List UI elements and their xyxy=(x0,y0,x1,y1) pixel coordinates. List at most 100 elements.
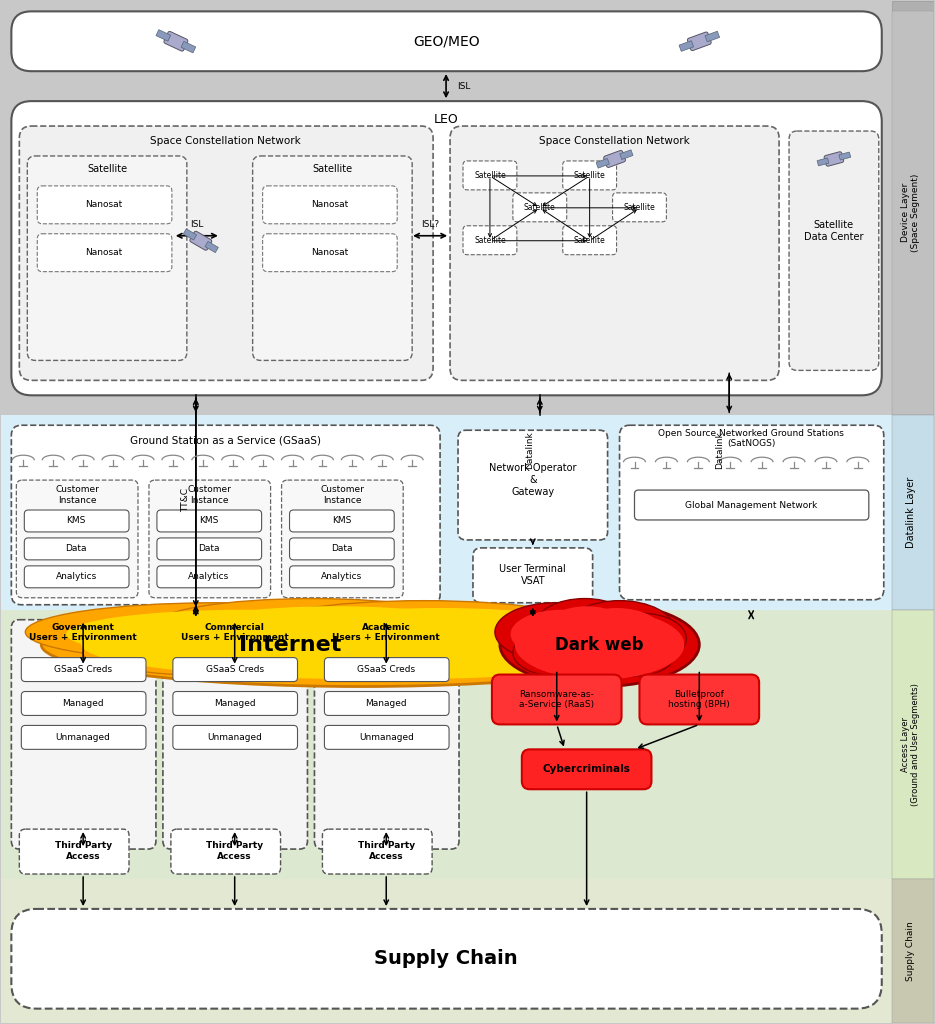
FancyBboxPatch shape xyxy=(16,480,138,598)
FancyBboxPatch shape xyxy=(281,480,403,598)
FancyBboxPatch shape xyxy=(252,156,412,360)
Text: Ransomware-as-
a-Service (RaaS): Ransomware-as- a-Service (RaaS) xyxy=(519,690,595,710)
FancyBboxPatch shape xyxy=(22,725,146,750)
Text: Managed: Managed xyxy=(366,699,407,708)
Text: Datalink: Datalink xyxy=(714,431,724,469)
FancyBboxPatch shape xyxy=(324,657,449,682)
Text: Government
Users + Environment: Government Users + Environment xyxy=(29,623,137,642)
FancyBboxPatch shape xyxy=(37,186,172,224)
Text: ISL: ISL xyxy=(190,220,204,229)
Text: Customer
Instance: Customer Instance xyxy=(55,485,99,505)
Text: Satellite: Satellite xyxy=(574,171,606,180)
FancyBboxPatch shape xyxy=(522,750,652,790)
Text: Commercial
Users + Environment: Commercial Users + Environment xyxy=(180,623,289,642)
Ellipse shape xyxy=(570,608,663,656)
FancyBboxPatch shape xyxy=(323,829,432,874)
Text: Managed: Managed xyxy=(63,699,104,708)
FancyBboxPatch shape xyxy=(463,225,517,255)
Text: Ground Station as a Service (GSaaS): Ground Station as a Service (GSaaS) xyxy=(130,435,322,445)
FancyBboxPatch shape xyxy=(20,126,433,380)
Bar xyxy=(892,416,934,609)
Text: KMS: KMS xyxy=(199,516,219,525)
Text: Satellite: Satellite xyxy=(624,204,655,212)
FancyBboxPatch shape xyxy=(620,150,633,160)
FancyBboxPatch shape xyxy=(563,161,616,189)
Text: Satellite: Satellite xyxy=(312,164,352,174)
Text: KMS: KMS xyxy=(332,516,351,525)
FancyBboxPatch shape xyxy=(450,126,779,380)
Ellipse shape xyxy=(186,606,485,651)
FancyBboxPatch shape xyxy=(473,548,593,603)
FancyBboxPatch shape xyxy=(324,691,449,716)
Ellipse shape xyxy=(495,603,614,662)
Ellipse shape xyxy=(515,609,684,680)
FancyBboxPatch shape xyxy=(173,691,297,716)
FancyBboxPatch shape xyxy=(183,229,196,240)
FancyBboxPatch shape xyxy=(173,725,297,750)
Text: KMS: KMS xyxy=(66,516,86,525)
Text: Nanosat: Nanosat xyxy=(310,201,348,209)
FancyBboxPatch shape xyxy=(149,480,270,598)
Text: Customer
Instance: Customer Instance xyxy=(188,485,232,505)
Text: Space Constellation Network: Space Constellation Network xyxy=(151,136,301,146)
Text: Dark web: Dark web xyxy=(555,636,644,653)
FancyBboxPatch shape xyxy=(635,490,869,520)
FancyBboxPatch shape xyxy=(171,829,280,874)
Text: Unmanaged: Unmanaged xyxy=(208,733,262,741)
FancyBboxPatch shape xyxy=(817,158,829,166)
Text: Satellite: Satellite xyxy=(474,171,506,180)
FancyBboxPatch shape xyxy=(20,829,129,874)
FancyBboxPatch shape xyxy=(11,909,882,1009)
FancyBboxPatch shape xyxy=(513,193,567,222)
Ellipse shape xyxy=(66,609,425,658)
FancyBboxPatch shape xyxy=(314,620,459,849)
FancyBboxPatch shape xyxy=(604,151,626,168)
FancyBboxPatch shape xyxy=(157,538,262,560)
Text: Satellite
Data Center: Satellite Data Center xyxy=(804,220,864,242)
FancyBboxPatch shape xyxy=(27,156,187,360)
FancyBboxPatch shape xyxy=(205,242,219,253)
Ellipse shape xyxy=(366,636,605,671)
Text: GSaaS Creds: GSaaS Creds xyxy=(357,665,415,674)
Text: Nanosat: Nanosat xyxy=(310,248,348,257)
FancyBboxPatch shape xyxy=(11,425,440,605)
Text: Device Layer
(Space Segment): Device Layer (Space Segment) xyxy=(901,174,920,252)
Text: Supply Chain: Supply Chain xyxy=(374,949,518,969)
Ellipse shape xyxy=(153,599,472,653)
Ellipse shape xyxy=(81,609,680,680)
Ellipse shape xyxy=(535,599,635,653)
Ellipse shape xyxy=(595,634,674,676)
FancyBboxPatch shape xyxy=(11,11,882,72)
FancyBboxPatch shape xyxy=(24,538,129,560)
FancyBboxPatch shape xyxy=(612,193,667,222)
Ellipse shape xyxy=(525,633,602,671)
Ellipse shape xyxy=(120,633,389,671)
Text: Satellite: Satellite xyxy=(524,204,555,212)
FancyBboxPatch shape xyxy=(290,538,395,560)
Text: ISL?: ISL? xyxy=(421,220,439,229)
Text: Academic
Users + Environment: Academic Users + Environment xyxy=(332,623,440,642)
Bar xyxy=(892,1,934,1023)
Text: Satellite: Satellite xyxy=(87,164,127,174)
FancyBboxPatch shape xyxy=(324,725,449,750)
FancyBboxPatch shape xyxy=(24,510,129,531)
Text: User Terminal
VSAT: User Terminal VSAT xyxy=(499,564,567,586)
FancyBboxPatch shape xyxy=(620,425,884,600)
FancyBboxPatch shape xyxy=(463,161,517,189)
FancyBboxPatch shape xyxy=(492,675,622,724)
Text: Access Layer
(Ground and User Segments): Access Layer (Ground and User Segments) xyxy=(901,683,920,806)
Text: Nanosat: Nanosat xyxy=(85,248,122,257)
Text: TT&C: TT&C xyxy=(181,488,191,512)
Ellipse shape xyxy=(344,634,599,676)
FancyBboxPatch shape xyxy=(24,566,129,588)
Bar xyxy=(1,1,892,416)
Ellipse shape xyxy=(597,618,673,660)
Text: Satellite: Satellite xyxy=(574,237,606,245)
FancyBboxPatch shape xyxy=(563,225,616,255)
FancyBboxPatch shape xyxy=(37,233,172,271)
Text: Analytics: Analytics xyxy=(55,572,97,582)
Text: GSaaS Creds: GSaaS Creds xyxy=(206,665,264,674)
FancyBboxPatch shape xyxy=(11,101,882,395)
Ellipse shape xyxy=(511,609,612,658)
FancyBboxPatch shape xyxy=(789,131,879,371)
